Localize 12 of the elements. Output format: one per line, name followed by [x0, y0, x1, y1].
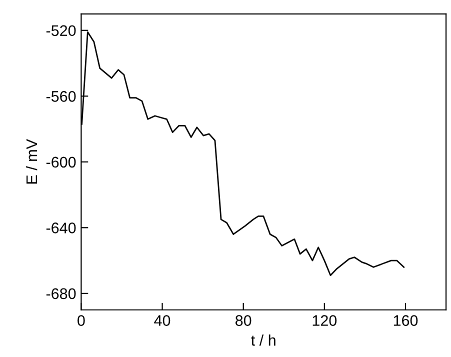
y-tick-label: -680	[46, 288, 76, 300]
y-tick-label: -640	[46, 222, 76, 234]
x-axis-title: t / h	[251, 334, 276, 346]
x-tick-label: 40	[154, 315, 170, 326]
x-tick-label: 0	[78, 315, 85, 326]
x-tick-label: 120	[312, 315, 337, 326]
x-tick-label: 160	[394, 315, 418, 326]
x-tick-label: 80	[236, 315, 252, 326]
y-tick-label: -600	[46, 156, 76, 168]
y-tick-label: -560	[46, 91, 76, 102]
y-axis-title: E / mV	[26, 139, 38, 184]
y-tick-label: -520	[46, 25, 76, 36]
